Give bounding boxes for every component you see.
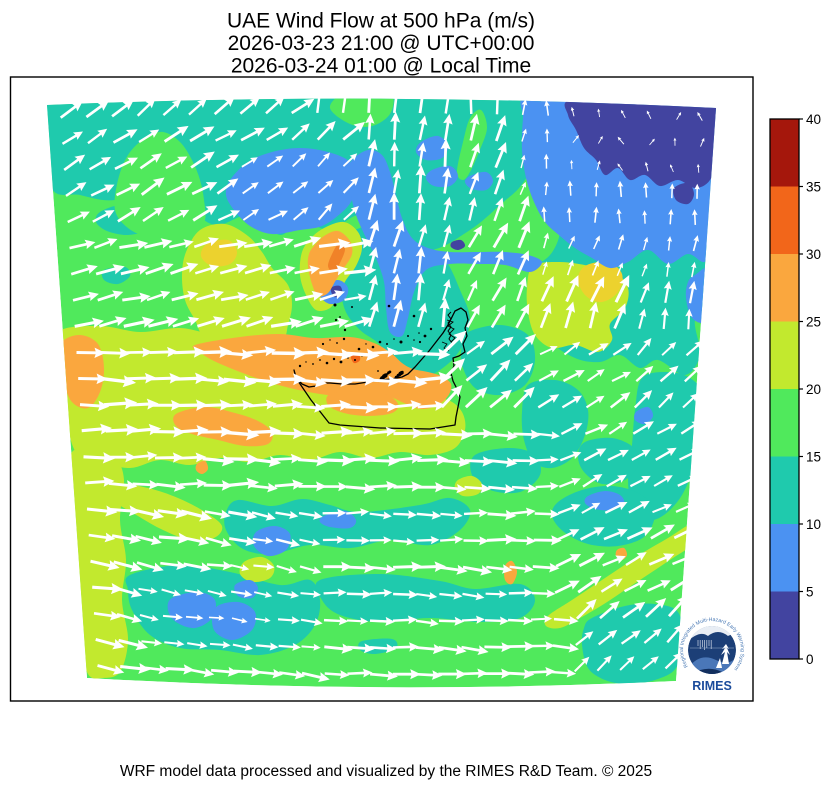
svg-text:0: 0: [806, 652, 814, 667]
svg-text:10: 10: [806, 517, 821, 532]
svg-text:15: 15: [806, 450, 821, 465]
svg-text:2026-03-24 01:00 @ Local Time: 2026-03-24 01:00 @ Local Time: [231, 55, 531, 78]
svg-text:WRF model data processed and v: WRF model data processed and visualized …: [120, 763, 652, 780]
svg-text:20: 20: [806, 382, 821, 397]
svg-text:30: 30: [806, 247, 821, 262]
svg-text:UAE Wind Flow at 500 hPa (m/s): UAE Wind Flow at 500 hPa (m/s): [227, 10, 535, 33]
svg-text:RIMES: RIMES: [692, 679, 732, 693]
svg-text:2026-03-23 21:00 @ UTC+00:00: 2026-03-23 21:00 @ UTC+00:00: [228, 32, 535, 55]
svg-text:5: 5: [806, 585, 814, 600]
svg-text:25: 25: [806, 315, 821, 330]
svg-text:35: 35: [806, 180, 821, 195]
svg-text:40: 40: [806, 112, 821, 127]
